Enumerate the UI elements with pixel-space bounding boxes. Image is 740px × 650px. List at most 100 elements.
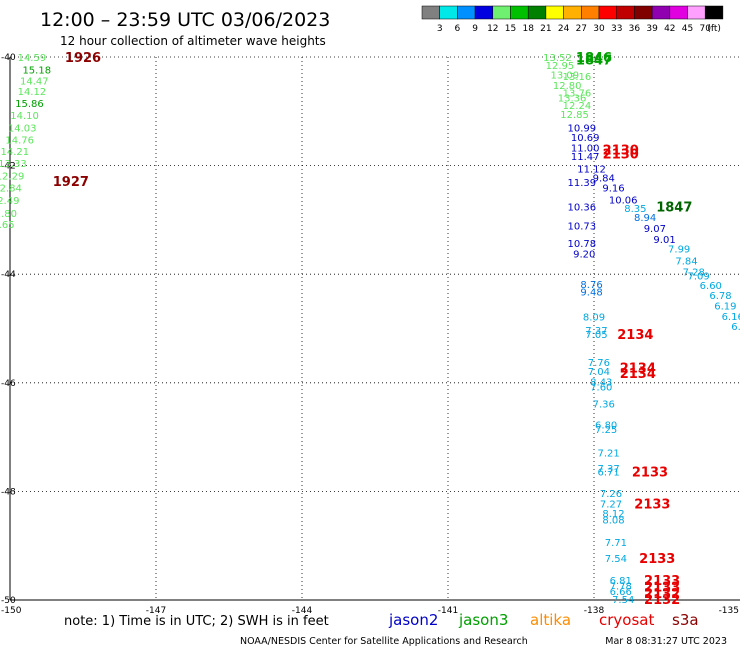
wave-height-label: 7.54 bbox=[605, 554, 627, 565]
legend-swatch bbox=[545, 5, 564, 20]
wave-height-label: 13.52 bbox=[543, 53, 572, 64]
wave-height-label: 8.43 bbox=[590, 378, 612, 389]
wave-height-label: 14.59 bbox=[18, 53, 47, 64]
footer-note: note: 1) Time is in UTC; 2) SWH is in fe… bbox=[64, 614, 329, 629]
legend-tick-label: 30 bbox=[593, 24, 605, 34]
wave-height-label: 12.95 bbox=[546, 61, 575, 72]
pass-time-label: 2133 bbox=[632, 465, 668, 480]
legend-unit: (ft) bbox=[707, 24, 721, 34]
legend-swatch bbox=[616, 5, 635, 20]
longitude-corner-label: -150 bbox=[1, 606, 22, 616]
wave-height-label: 10.99 bbox=[568, 124, 597, 135]
legend-tick-label: 9 bbox=[472, 24, 478, 34]
wave-height-label: 7.36 bbox=[593, 399, 615, 410]
wave-height-label: 13.36 bbox=[558, 94, 587, 105]
wave-height-label: 7.09 bbox=[688, 271, 710, 282]
wave-height-label: 7.37 bbox=[597, 464, 619, 475]
wave-height-label: 9.20 bbox=[573, 250, 595, 261]
wave-height-label: 14.21 bbox=[1, 147, 30, 158]
longitude-label: -141 bbox=[438, 606, 458, 616]
wave-height-label: 12.80 bbox=[553, 81, 582, 92]
legend-swatch bbox=[704, 5, 724, 20]
longitude-label: -144 bbox=[292, 606, 313, 616]
legend-tick-label: 70 bbox=[699, 24, 711, 34]
legend-tick-label: 24 bbox=[558, 24, 570, 34]
latitude-label: -46 bbox=[1, 379, 16, 389]
wave-height-label: 11.12 bbox=[577, 164, 606, 175]
map-title: 12:00 – 23:59 UTC 03/06/2023 bbox=[40, 9, 330, 31]
pass-time-label: 2130 bbox=[603, 143, 639, 158]
wave-height-label: 9.16 bbox=[602, 183, 624, 194]
wave-height-label: 15.18 bbox=[22, 65, 51, 76]
wave-height-label: 8.76 bbox=[580, 280, 602, 291]
wave-height-label: 7.71 bbox=[605, 538, 627, 549]
legend-swatch bbox=[669, 5, 688, 20]
footer-timestamp: Mar 8 08:31:27 UTC 2023 bbox=[605, 636, 727, 647]
longitude-corner-label: -135 bbox=[719, 606, 739, 616]
satellite-legend-cryosat: cryosat bbox=[599, 611, 654, 629]
wave-height-label: 7.84 bbox=[675, 257, 697, 268]
wave-height-label: 11.47 bbox=[571, 152, 600, 163]
wave-height-label: 7.27 bbox=[600, 499, 622, 510]
legend-swatch bbox=[439, 5, 458, 20]
legend-tick-label: 21 bbox=[540, 24, 551, 34]
legend-tick-label: 3 bbox=[437, 24, 443, 34]
wave-height-label: 14.03 bbox=[8, 124, 37, 135]
latitude-label: -50 bbox=[1, 596, 16, 606]
wave-height-label: 6.19 bbox=[714, 302, 736, 313]
wave-height-label: 6.78 bbox=[709, 291, 731, 302]
legend-tick-label: 45 bbox=[682, 24, 693, 34]
wave-height-label: 7.54 bbox=[612, 595, 634, 606]
legend-tick-label: 12 bbox=[487, 24, 498, 34]
wave-height-label: 12.49 bbox=[0, 196, 19, 207]
wave-height-label: 14.76 bbox=[5, 136, 34, 147]
wave-height-label: 7.25 bbox=[595, 425, 617, 436]
wave-height-label: 11.39 bbox=[568, 178, 597, 189]
wave-height-label: 12.84 bbox=[0, 183, 22, 194]
pass-time-label: 2132 bbox=[644, 587, 680, 602]
wave-height-label: 7.60 bbox=[590, 383, 612, 394]
wave-height-label: 9.01 bbox=[653, 235, 675, 246]
pass-time-label: 2130 bbox=[603, 148, 639, 163]
wave-height-label: 7.26 bbox=[600, 489, 622, 500]
legend-swatch bbox=[687, 5, 706, 20]
pass-time-label: 2134 bbox=[620, 362, 656, 377]
legend-swatch bbox=[563, 5, 582, 20]
wave-height-label: 7.05 bbox=[585, 330, 607, 341]
wave-height-label: 10.06 bbox=[609, 195, 638, 206]
legend-swatch bbox=[527, 5, 547, 20]
wave-height-label: 7.37 bbox=[585, 326, 607, 337]
pass-time-label: 2134 bbox=[617, 328, 653, 343]
legend-swatch bbox=[581, 5, 600, 20]
wave-height-label: 7.99 bbox=[668, 245, 690, 256]
wave-height-label: 8.94 bbox=[634, 213, 656, 224]
pass-time-label: 1926 bbox=[65, 51, 101, 66]
legend-swatch bbox=[457, 5, 476, 20]
pass-time-label: 1847 bbox=[656, 200, 692, 215]
wave-height-label: 6.80 bbox=[595, 421, 617, 432]
satellite-legend-jason3: jason3 bbox=[458, 611, 508, 629]
wave-height-label: 12.65 bbox=[0, 220, 15, 231]
latitude-label: -48 bbox=[1, 487, 16, 497]
wave-height-label: 9.84 bbox=[593, 174, 615, 185]
satellite-legend-jason2: jason2 bbox=[388, 611, 438, 629]
legend-swatch bbox=[510, 5, 529, 20]
wave-height-label: 8.08 bbox=[602, 516, 624, 527]
wave-height-label: 6.81 bbox=[610, 576, 632, 587]
map-subtitle: 12 hour collection of altimeter wave hei… bbox=[60, 34, 326, 48]
legend-tick-label: 33 bbox=[611, 24, 622, 34]
legend-tick-label: 15 bbox=[505, 24, 516, 34]
legend-swatch bbox=[598, 5, 617, 20]
legend-swatch bbox=[421, 5, 440, 20]
legend-swatch bbox=[651, 5, 671, 20]
pass-time-label: 2133 bbox=[639, 552, 675, 567]
wave-height-label: 10.73 bbox=[568, 221, 597, 232]
wave-height-label: 14.47 bbox=[20, 76, 49, 87]
wave-height-label: 6.07 bbox=[731, 322, 740, 333]
wave-height-label: 12.80 bbox=[0, 209, 17, 220]
wave-height-label: 7.28 bbox=[683, 267, 705, 278]
pass-time-label: 2133 bbox=[644, 574, 680, 589]
pass-time-label: 2134 bbox=[620, 367, 656, 382]
longitude-label: -147 bbox=[146, 606, 166, 616]
